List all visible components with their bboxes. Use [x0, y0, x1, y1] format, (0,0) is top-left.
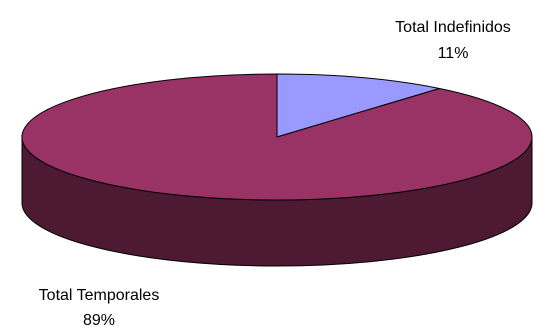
slice-label-indefinidos: Total Indefinidos 11% — [395, 19, 511, 62]
slice-label-temporales-name: Total Temporales — [39, 287, 160, 304]
pie-slice-total-temporales — [21, 73, 533, 201]
pie-top-layer — [21, 73, 533, 201]
pie-slice-total-indefinidos — [276, 73, 441, 138]
slice-label-indefinidos-name: Total Indefinidos — [395, 19, 511, 36]
slice-label-temporales: Total Temporales 89% — [39, 287, 160, 327]
slice-label-indefinidos-value: 11% — [438, 45, 469, 62]
slice-label-temporales-value: 89% — [83, 312, 115, 327]
